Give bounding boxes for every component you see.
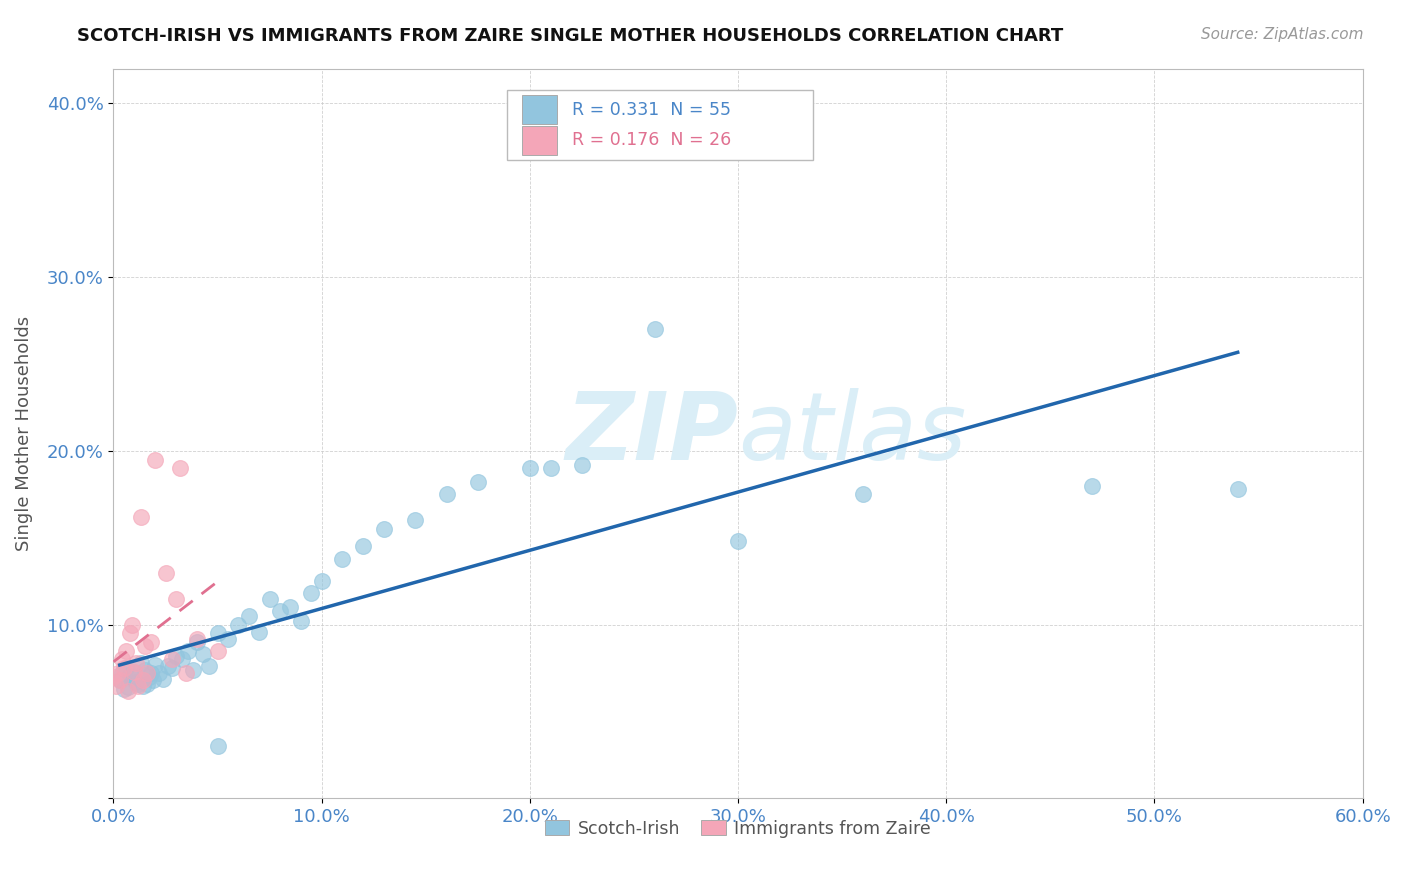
Point <box>311 574 333 589</box>
Point <box>269 604 291 618</box>
Point <box>121 670 143 684</box>
Point <box>160 652 183 666</box>
Point <box>111 652 134 666</box>
Point <box>177 644 200 658</box>
Point <box>127 677 149 691</box>
Point <box>124 665 146 679</box>
Point <box>120 626 142 640</box>
Point <box>352 540 374 554</box>
Point <box>332 551 354 566</box>
Point <box>186 632 208 646</box>
Point <box>139 635 162 649</box>
Point <box>131 673 153 688</box>
Point <box>404 513 426 527</box>
Point <box>1081 478 1104 492</box>
Point <box>134 663 156 677</box>
Point <box>436 487 458 501</box>
Point <box>135 677 157 691</box>
Point <box>115 644 138 658</box>
Point <box>115 661 138 675</box>
Text: ZIP: ZIP <box>565 387 738 480</box>
Point <box>112 681 135 696</box>
Point <box>290 614 312 628</box>
Point <box>129 656 152 670</box>
Point <box>139 666 162 681</box>
Point <box>124 665 146 679</box>
Point <box>125 656 148 670</box>
Point <box>191 647 214 661</box>
Point <box>238 609 260 624</box>
Point <box>299 586 322 600</box>
Text: atlas: atlas <box>738 388 966 479</box>
Point <box>152 672 174 686</box>
Point <box>142 673 165 688</box>
Point <box>727 534 749 549</box>
Point <box>165 591 187 606</box>
Point <box>186 635 208 649</box>
Point <box>160 661 183 675</box>
Text: Source: ZipAtlas.com: Source: ZipAtlas.com <box>1201 27 1364 42</box>
Point <box>108 673 131 688</box>
Point <box>155 566 177 580</box>
Point <box>852 487 875 501</box>
Point <box>104 679 127 693</box>
Point <box>107 666 129 681</box>
Point <box>280 600 302 615</box>
Point <box>121 617 143 632</box>
Point <box>176 666 198 681</box>
FancyBboxPatch shape <box>522 95 557 125</box>
Y-axis label: Single Mother Households: Single Mother Households <box>15 316 32 551</box>
Text: R = 0.176  N = 26: R = 0.176 N = 26 <box>572 131 731 149</box>
Point <box>165 648 187 663</box>
Point <box>172 652 194 666</box>
Point <box>540 461 562 475</box>
Point <box>207 644 229 658</box>
Point <box>135 666 157 681</box>
Point <box>103 670 125 684</box>
Point <box>117 683 139 698</box>
Point <box>198 659 221 673</box>
Point <box>169 461 191 475</box>
Point <box>143 657 166 672</box>
Legend: Scotch-Irish, Immigrants from Zaire: Scotch-Irish, Immigrants from Zaire <box>538 813 938 845</box>
FancyBboxPatch shape <box>508 90 813 160</box>
Point <box>181 663 204 677</box>
Point <box>111 666 134 681</box>
Point <box>259 591 281 606</box>
Point <box>120 668 142 682</box>
Point <box>519 461 541 475</box>
Point <box>148 666 170 681</box>
Point <box>228 617 250 632</box>
Point <box>131 679 153 693</box>
Point <box>247 624 270 639</box>
Point <box>217 632 239 646</box>
Text: SCOTCH-IRISH VS IMMIGRANTS FROM ZAIRE SINGLE MOTHER HOUSEHOLDS CORRELATION CHART: SCOTCH-IRISH VS IMMIGRANTS FROM ZAIRE SI… <box>77 27 1063 45</box>
Point <box>207 626 229 640</box>
Point <box>156 659 179 673</box>
Point <box>644 322 666 336</box>
Point <box>117 680 139 694</box>
Text: R = 0.331  N = 55: R = 0.331 N = 55 <box>572 101 731 119</box>
Point <box>125 675 148 690</box>
Point <box>108 673 131 688</box>
Point <box>138 670 160 684</box>
FancyBboxPatch shape <box>522 126 557 155</box>
Point <box>129 510 152 524</box>
Point <box>1226 482 1249 496</box>
Point <box>143 452 166 467</box>
Point <box>207 739 229 754</box>
Point <box>467 475 489 490</box>
Point <box>127 679 149 693</box>
Point <box>134 639 156 653</box>
Point <box>373 522 395 536</box>
Point <box>571 458 593 472</box>
Point <box>112 661 135 675</box>
